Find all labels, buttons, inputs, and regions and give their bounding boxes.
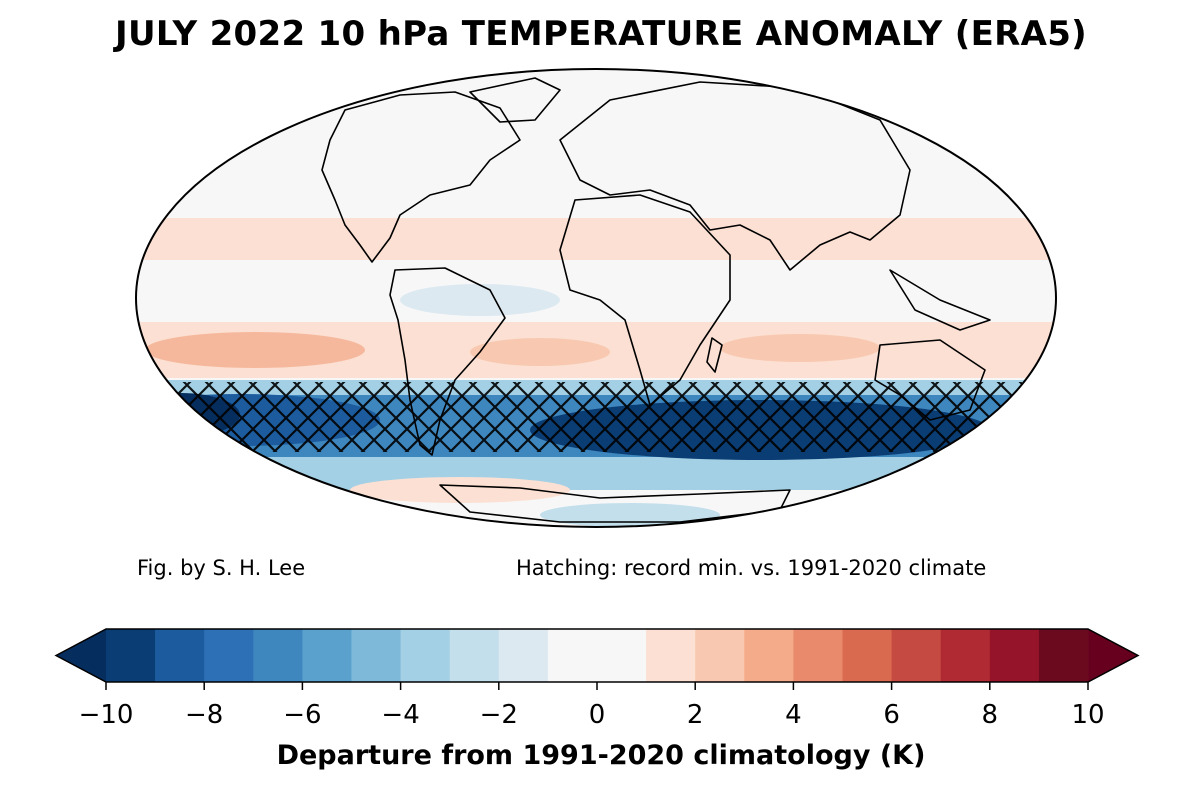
- record-min-hatching: [150, 382, 1050, 452]
- colorbar-segment: [155, 629, 205, 682]
- colorbar-segment: [449, 629, 500, 682]
- colorbar-segment: [646, 629, 696, 682]
- cold-patch-equator: [400, 284, 560, 316]
- figure-credit: Fig. by S. H. Lee: [137, 556, 306, 580]
- colorbar-tick-label: 2: [686, 700, 704, 730]
- africa: [559, 194, 731, 406]
- colorbar-tick-label: 8: [981, 700, 999, 730]
- colorbar-segment: [597, 629, 647, 682]
- colorbar-tick-label: −6: [283, 700, 322, 730]
- colorbar-tick-label: 10: [1071, 700, 1105, 730]
- colorbar-segment: [989, 629, 1040, 682]
- colorbar-tick-label: −2: [479, 700, 518, 730]
- world-map: [135, 68, 1057, 528]
- colorbar-segment: [106, 629, 156, 682]
- colorbar-segment: [498, 629, 549, 682]
- north-america: [321, 91, 521, 263]
- colorbar-segment: [400, 629, 451, 682]
- greenland: [469, 77, 561, 123]
- colorbar-tick-label: −10: [78, 700, 134, 730]
- madagascar: [706, 337, 723, 373]
- colorbar-segment: [1038, 629, 1089, 682]
- warm-core-pacific: [145, 332, 365, 368]
- colorbar-segment: [842, 629, 893, 682]
- warm-band-north: [136, 218, 1056, 260]
- colorbar-segment: [891, 629, 942, 682]
- hatching-note: Hatching: record min. vs. 1991-2020 clim…: [516, 556, 987, 580]
- colorbar-tick-label: 0: [588, 700, 606, 730]
- colorbar-segment: [793, 629, 843, 682]
- colorbar-segment: [547, 629, 598, 682]
- colorbar-label: Departure from 1991-2020 climatology (K): [276, 740, 926, 771]
- antarctic-cold: [540, 503, 720, 527]
- south-america: [389, 267, 506, 456]
- colorbar-segment: [253, 629, 303, 682]
- colorbar-segment: [351, 629, 402, 682]
- map-title: JULY 2022 10 hPa TEMPERATURE ANOMALY (ER…: [115, 14, 1087, 54]
- colorbar-segment: [695, 629, 745, 682]
- colorbar-segment: [302, 629, 352, 682]
- warm-core-atlantic: [470, 338, 610, 366]
- colorbar-segment: [940, 629, 991, 682]
- colorbar-segment: [744, 629, 794, 682]
- colorbar-tick-label: −8: [185, 700, 224, 730]
- colorbar-tick-label: 6: [883, 700, 900, 730]
- colorbar-over-arrow: [1088, 629, 1138, 682]
- map-frame: [135, 68, 1057, 528]
- warm-patch-subpolar: [350, 477, 570, 503]
- colorbar-tick-label: 4: [785, 700, 802, 730]
- australia: [874, 339, 986, 421]
- warm-core-indian: [720, 334, 880, 362]
- antarctica: [439, 484, 791, 523]
- colorbar-segment: [204, 629, 254, 682]
- colorbar-under-arrow: [56, 629, 106, 682]
- colorbar-tick-label: −4: [381, 700, 420, 730]
- maritime-continent: [889, 269, 991, 331]
